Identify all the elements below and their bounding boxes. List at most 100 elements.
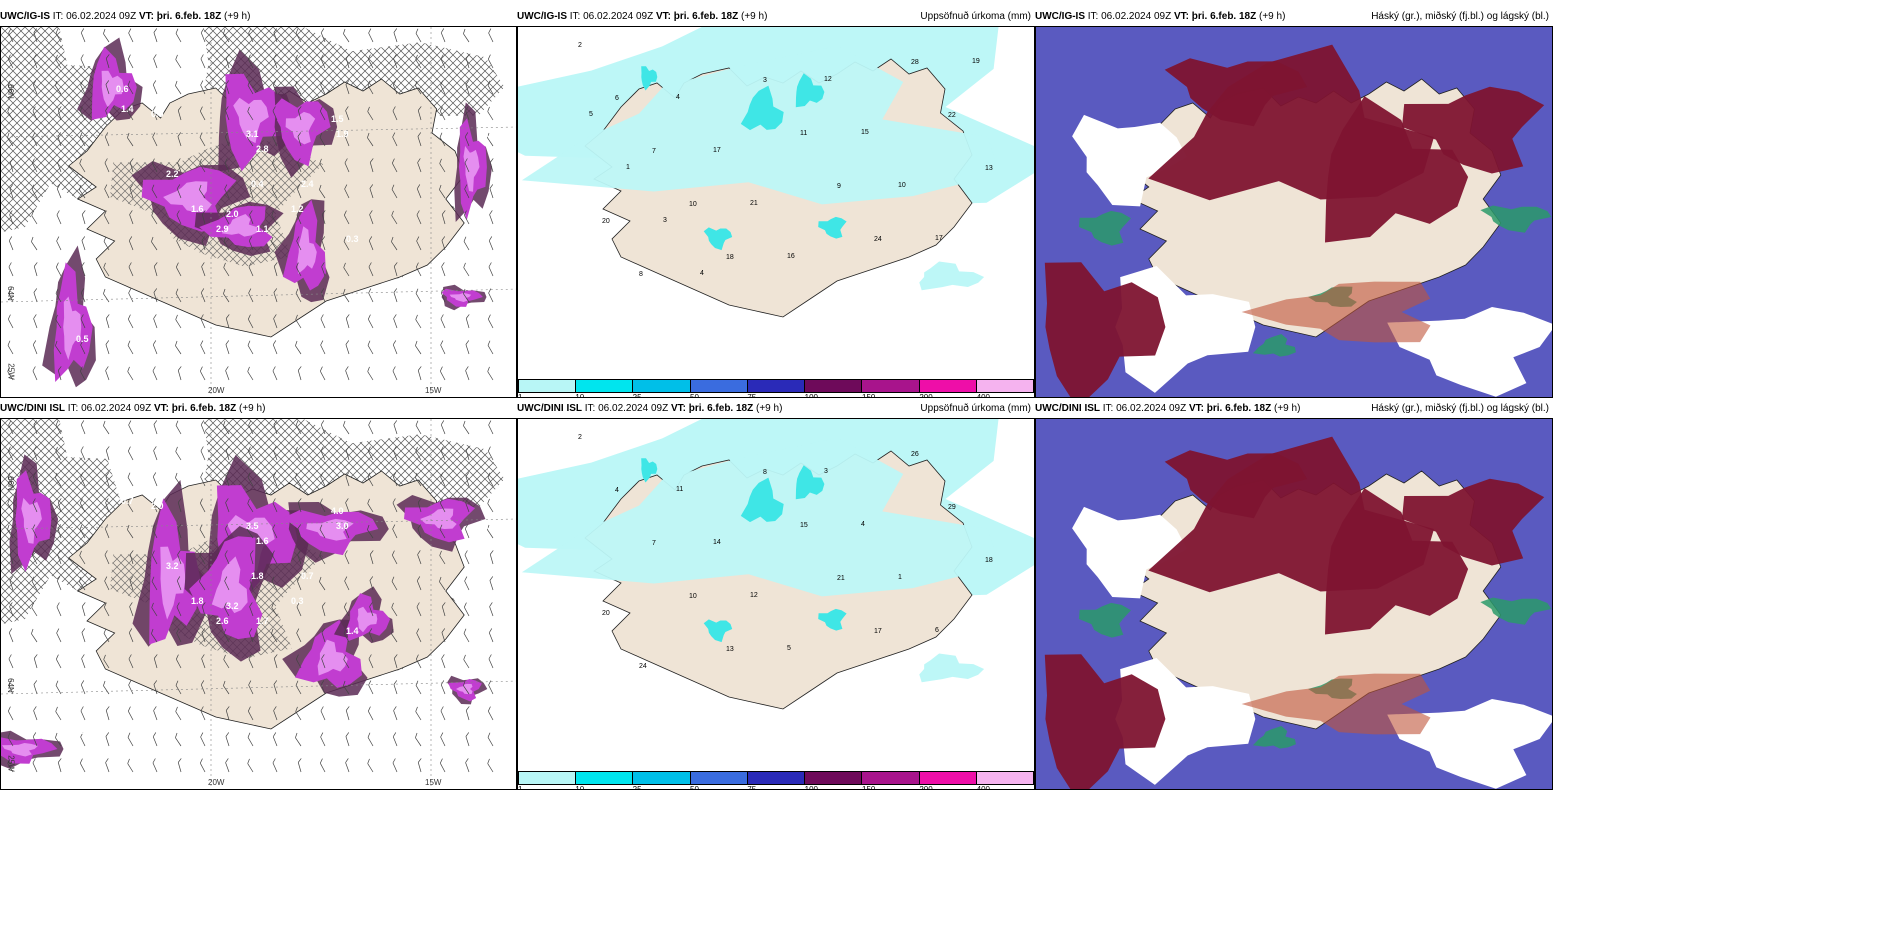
colorbar-swatch bbox=[805, 380, 863, 392]
wind-barb bbox=[319, 498, 326, 513]
colorbar-swatch bbox=[633, 772, 691, 784]
wind-barb bbox=[9, 210, 14, 225]
wind-barb bbox=[128, 288, 134, 303]
wind-barb bbox=[415, 314, 422, 329]
wind-barb bbox=[271, 602, 278, 617]
wind-barb bbox=[345, 314, 350, 329]
wind-barb bbox=[487, 732, 494, 747]
wind-barb bbox=[176, 236, 182, 251]
wind-barb bbox=[103, 28, 110, 43]
lead-time: (+9 h) bbox=[1274, 403, 1301, 414]
wind-barb bbox=[321, 602, 326, 617]
wind-barb bbox=[7, 732, 14, 747]
edge-lon-label: 25W bbox=[6, 755, 16, 772]
wind-barb bbox=[368, 654, 374, 669]
wind-barb bbox=[199, 132, 206, 147]
panel-header: UWC/DINI ISL IT: 06.02.2024 09Z VT: þri.… bbox=[0, 400, 517, 418]
precip-area-heavy bbox=[818, 216, 847, 239]
wind-barb bbox=[487, 498, 494, 513]
wind-barb bbox=[79, 550, 86, 565]
wind-barb bbox=[55, 340, 62, 355]
lead-time: (+9 h) bbox=[1259, 11, 1286, 22]
wind-barb bbox=[152, 132, 158, 147]
wind-barb bbox=[7, 366, 14, 381]
wind-barb bbox=[33, 706, 38, 721]
wind-barb bbox=[391, 158, 398, 173]
wind-barb bbox=[295, 340, 302, 355]
wind-barb bbox=[321, 236, 326, 251]
lon-label: 20W bbox=[208, 386, 225, 395]
wind-barb bbox=[127, 472, 134, 487]
wind-barb bbox=[80, 706, 86, 721]
lat-label: 66N bbox=[5, 476, 15, 491]
wind-barb bbox=[368, 628, 374, 643]
high-cloud-area bbox=[1325, 488, 1469, 635]
wind-barb bbox=[247, 472, 254, 487]
precip-value: 7 bbox=[652, 540, 656, 547]
wind-barb bbox=[176, 628, 182, 643]
wind-barb bbox=[127, 54, 134, 69]
wind-barb bbox=[31, 602, 38, 617]
wind-barb bbox=[416, 210, 422, 225]
wind-barb bbox=[345, 446, 350, 461]
wind-barb bbox=[177, 498, 182, 513]
wind-barb bbox=[152, 498, 158, 513]
wind-barb bbox=[345, 706, 350, 721]
wind-barb bbox=[296, 210, 302, 225]
wind-barb bbox=[177, 758, 182, 773]
wind-barb bbox=[368, 420, 374, 435]
wind-barb bbox=[129, 550, 134, 565]
snow-value: 3.2 bbox=[166, 561, 179, 571]
wind-barb bbox=[248, 288, 254, 303]
wind-barb bbox=[249, 158, 254, 173]
wind-barb bbox=[368, 28, 374, 43]
wind-map: 0.3 0.7 2.0 3.2 3.5 1.6 4.0 3.0 3.2 1.8 2.6 1.7 0.3 0… bbox=[1, 419, 516, 789]
wind-barb bbox=[417, 758, 422, 773]
wind-barb bbox=[367, 472, 374, 487]
wind-barb bbox=[247, 732, 254, 747]
wind-barb bbox=[417, 106, 422, 121]
wind-barb bbox=[295, 80, 302, 95]
wind-barb bbox=[367, 706, 374, 721]
precip-value: 3 bbox=[763, 77, 767, 84]
snow-value: 2.0 bbox=[226, 209, 239, 219]
wind-barb bbox=[103, 262, 110, 277]
snow-value: 1.6 bbox=[191, 204, 204, 214]
wind-barb bbox=[201, 628, 206, 643]
wind-barb bbox=[487, 446, 494, 461]
snow-value: 0.5 bbox=[486, 521, 499, 531]
wind-barb bbox=[247, 132, 254, 147]
colorbar-swatch bbox=[805, 772, 863, 784]
wind-barb bbox=[297, 758, 302, 773]
precip-value: 3 bbox=[824, 468, 828, 475]
snow-value: 2.1 bbox=[76, 726, 89, 736]
wind-barb bbox=[223, 210, 230, 225]
wind-barb bbox=[199, 498, 206, 513]
wind-barb bbox=[296, 628, 302, 643]
wind-barb bbox=[440, 80, 446, 95]
wind-barb bbox=[7, 446, 14, 461]
wind-barb bbox=[33, 654, 38, 669]
wind-barb bbox=[200, 314, 206, 329]
wind-barb bbox=[392, 732, 398, 747]
wind-barb bbox=[488, 288, 494, 303]
wind-barb bbox=[345, 366, 350, 381]
wind-barb bbox=[128, 420, 134, 435]
wind-barb bbox=[79, 132, 86, 147]
wind-barb bbox=[7, 706, 14, 721]
wind-barb bbox=[175, 340, 182, 355]
wind-barb bbox=[201, 262, 206, 277]
wind-barb bbox=[199, 106, 206, 121]
precip-area-heavy bbox=[703, 619, 733, 643]
wind-barb bbox=[320, 706, 326, 721]
wind-barb bbox=[391, 184, 398, 199]
wind-barb bbox=[417, 524, 422, 539]
wind-barb bbox=[32, 106, 38, 121]
wind-barb bbox=[129, 158, 134, 173]
colorbar-swatch bbox=[919, 772, 977, 784]
wind-barb bbox=[175, 706, 182, 721]
wind-barb bbox=[297, 132, 302, 147]
colorbar-tick: 200 bbox=[919, 785, 933, 790]
wind-barb bbox=[369, 602, 374, 617]
precip-map: 2671018311924282213208417211612151017195… bbox=[518, 27, 1034, 379]
